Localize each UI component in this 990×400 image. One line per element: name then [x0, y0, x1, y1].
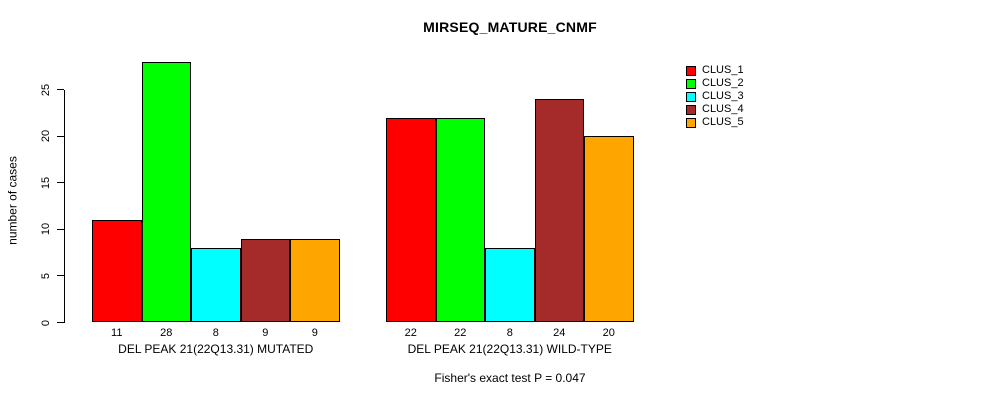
legend-swatch-icon [686, 117, 696, 128]
legend-item: CLUS_5 [686, 116, 744, 129]
y-tick-label: 15 [40, 176, 52, 189]
y-tick-label: 20 [40, 130, 52, 143]
legend-item: CLUS_2 [686, 77, 744, 90]
bar-clus_3 [485, 248, 535, 323]
y-tick-label: 10 [40, 223, 52, 236]
legend-swatch-icon [686, 91, 696, 102]
legend-item: CLUS_1 [686, 64, 744, 77]
bar-value-label: 20 [602, 327, 615, 339]
bar-clus_4 [534, 99, 584, 323]
bar-clus_5 [584, 136, 634, 323]
fisher-test-annotation: Fisher's exact test P = 0.047 [434, 371, 586, 385]
bar-clus_1 [92, 220, 142, 323]
bar-value-label: 9 [311, 327, 318, 339]
legend-swatch-icon [686, 65, 696, 76]
bar-clus_4 [240, 238, 290, 323]
chart-title: MIRSEQ_MATURE_CNMF [423, 19, 597, 35]
bar-clus_5 [290, 238, 340, 323]
y-tick [57, 89, 64, 91]
bar-value-label: 9 [262, 327, 269, 339]
legend-swatch-icon [686, 78, 696, 89]
y-tick [57, 135, 64, 137]
legend-item-label: CLUS_4 [702, 103, 744, 115]
y-axis-title: number of cases [5, 156, 20, 245]
bar-value-label: 8 [212, 327, 219, 339]
bar-clus_3 [191, 248, 241, 323]
bar-value-label: 11 [111, 327, 123, 339]
legend-swatch-icon [686, 104, 696, 115]
y-tick-label: 25 [40, 83, 52, 96]
bar-value-label: 8 [506, 327, 513, 339]
y-tick-label: 5 [40, 272, 52, 279]
legend-item: CLUS_3 [686, 90, 744, 103]
group-label: DEL PEAK 21(22Q13.31) MUTATED [118, 342, 314, 356]
legend-item-label: CLUS_1 [702, 64, 744, 76]
y-tick [57, 275, 64, 277]
y-tick [57, 182, 64, 184]
bar-clus_2 [141, 61, 191, 323]
bar-value-label: 22 [454, 327, 467, 339]
legend-item-label: CLUS_3 [702, 90, 744, 102]
bar-value-label: 28 [160, 327, 173, 339]
legend-item-label: CLUS_5 [702, 116, 744, 128]
group-label: DEL PEAK 21(22Q13.31) WILD-TYPE [407, 342, 612, 356]
y-tick-label: 0 [40, 319, 52, 326]
y-tick [57, 228, 64, 230]
bar-value-label: 24 [553, 327, 566, 339]
bar-clus_1 [386, 117, 436, 323]
legend-item: CLUS_4 [686, 103, 744, 116]
legend: CLUS_1 CLUS_2 CLUS_3 CLUS_4 CLUS_5 [686, 64, 744, 129]
bar-value-label: 22 [404, 327, 417, 339]
y-axis-line [64, 89, 65, 323]
y-tick [57, 322, 64, 323]
bar-clus_2 [435, 117, 485, 323]
legend-item-label: CLUS_2 [702, 77, 744, 89]
